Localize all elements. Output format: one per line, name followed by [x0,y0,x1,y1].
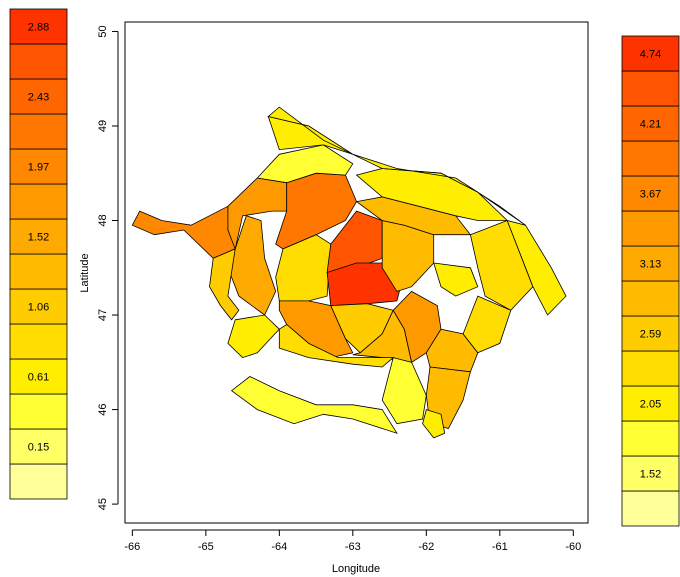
legend-swatch [621,105,680,142]
legend-swatch [621,280,680,317]
legend-label: 1.52 [28,232,49,244]
region-r1 [131,205,236,259]
legend-swatch [621,315,680,352]
legend-label: 4.21 [640,119,661,131]
plot-frame [124,21,589,524]
legend-swatch [9,253,68,290]
region-r26 [278,324,395,368]
legend-label: 0.61 [28,372,49,384]
legend-label: 2.43 [28,92,49,104]
legend-swatch [9,8,68,45]
legend-label: 2.59 [640,329,661,341]
legend-swatch [9,43,68,80]
y-tick-label: 45 [97,498,109,510]
region-r6 [275,234,332,302]
x-tick-label: -63 [345,541,361,553]
region-r12 [278,300,354,359]
legend-swatch [621,140,680,177]
region-r20 [462,295,512,354]
legend-swatch [621,35,680,72]
region-r3 [227,215,277,316]
legend-label: 4.74 [640,49,661,61]
legend-swatch [621,385,680,422]
x-axis: -66 -65 -64 -63 -62 -61 -60 [124,529,581,553]
legend-label: 3.13 [640,259,661,271]
legend-swatch [9,183,68,220]
legend-label: 1.06 [28,302,49,314]
region-r25 [227,314,280,359]
x-tick-label: -66 [124,541,140,553]
y-axis-label: Latitude [79,253,91,292]
legend-right: 1.52 2.05 2.59 3.13 3.67 4.21 4.74 [621,35,680,527]
x-tick-label: -65 [198,541,214,553]
legend-swatch [9,393,68,430]
region-r21 [256,144,354,184]
region-r23 [422,409,446,439]
legend-label: 3.67 [640,189,661,201]
y-tick-label: 49 [97,120,109,132]
legend-swatch [9,218,68,255]
legend-swatch [621,350,680,387]
legend-label: 0.15 [28,442,49,454]
legend-swatch [621,245,680,282]
legend-swatch [9,428,68,465]
legend-swatch [621,175,680,212]
legend-swatch [621,490,680,527]
region-r4 [209,248,240,321]
x-tick-label: -64 [271,541,287,553]
y-tick-label: 48 [97,214,109,226]
legend-label: 2.88 [28,22,49,34]
map-regions [131,106,567,439]
legend-swatch [9,113,68,150]
legend-swatch [621,455,680,492]
legend-label: 1.52 [640,469,661,481]
legend-swatch [9,323,68,360]
region-r29 [267,106,526,226]
legend-swatch [9,148,68,185]
legend-swatch [621,210,680,247]
region-r28 [506,219,567,316]
legend-swatch [9,463,68,500]
y-tick-label: 50 [97,25,109,37]
y-tick-label: 47 [97,309,109,321]
legend-label: 2.05 [640,399,661,411]
legend-swatch [9,78,68,115]
x-tick-label: -61 [492,541,508,553]
region-r18 [433,262,479,297]
region-r27 [230,376,398,434]
legend-swatch [621,420,680,457]
x-axis-label: Longitude [332,563,380,575]
y-axis: 45 46 47 48 49 50 [97,25,119,510]
region-r24 [381,357,427,425]
x-tick-label: -62 [418,541,434,553]
y-tick-label: 46 [97,403,109,415]
legend-label: 1.97 [28,162,49,174]
legend-swatch [621,70,680,107]
x-tick-label: -60 [565,541,581,553]
legend-left: 0.15 0.61 1.06 1.52 1.97 2.43 2.88 [9,8,68,500]
legend-swatch [9,358,68,395]
